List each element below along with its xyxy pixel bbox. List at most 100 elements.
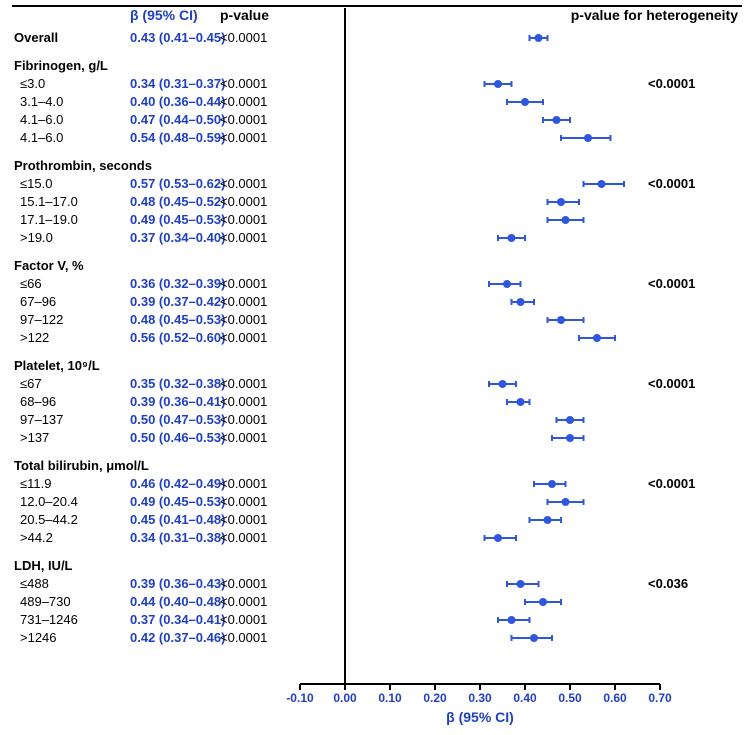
point-marker [584, 134, 592, 142]
row-pvalue: <0.0001 [220, 476, 267, 491]
het-pvalue: <0.0001 [648, 176, 695, 191]
x-tick-label: 0.60 [603, 691, 627, 705]
row-pvalue: <0.0001 [220, 430, 267, 445]
row-pvalue: <0.0001 [220, 512, 267, 527]
header-pvalue: p-value [220, 7, 269, 23]
group-title: Prothrombin, seconds [14, 158, 152, 173]
point-marker [508, 234, 516, 242]
row-pvalue: <0.0001 [220, 130, 267, 145]
row-label: 489–730 [20, 594, 71, 609]
row-pvalue: <0.0001 [220, 494, 267, 509]
x-tick-label: 0.10 [378, 691, 402, 705]
row-pvalue: <0.0001 [220, 194, 267, 209]
row-ci: 0.39 (0.36–0.43) [130, 576, 225, 591]
row-pvalue: <0.0001 [220, 312, 267, 327]
row-pvalue: <0.0001 [220, 276, 267, 291]
row-ci: 0.37 (0.34–0.40) [130, 230, 225, 245]
row-ci: 0.39 (0.37–0.42) [130, 294, 225, 309]
row-ci: 0.56 (0.52–0.60) [130, 330, 225, 345]
point-marker [517, 398, 525, 406]
row-label: ≤66 [20, 276, 42, 291]
point-marker [517, 580, 525, 588]
point-marker [508, 616, 516, 624]
row-ci: 0.44 (0.40–0.48) [130, 594, 225, 609]
row-ci: 0.42 (0.37–0.46) [130, 630, 225, 645]
row-ci: 0.50 (0.47–0.53) [130, 412, 225, 427]
row-ci: 0.54 (0.48–0.59) [130, 130, 225, 145]
point-marker [517, 298, 525, 306]
point-marker [593, 334, 601, 342]
row-ci: 0.45 (0.41–0.48) [130, 512, 225, 527]
row-label: ≤67 [20, 376, 42, 391]
row-pvalue: <0.0001 [220, 230, 267, 245]
header-het: p-value for heterogeneity [571, 7, 738, 23]
group-title: Platelet, 10⁹/L [14, 358, 100, 373]
row-pvalue: <0.0001 [220, 330, 267, 345]
het-pvalue: <0.0001 [648, 76, 695, 91]
point-marker [544, 516, 552, 524]
point-marker [566, 416, 574, 424]
x-tick-label: 0.40 [513, 691, 537, 705]
row-pvalue: <0.0001 [220, 76, 267, 91]
point-marker [521, 98, 529, 106]
point-marker [539, 598, 547, 606]
row-label: 3.1–4.0 [20, 94, 63, 109]
row-ci: 0.34 (0.31–0.37) [130, 76, 225, 91]
point-marker [499, 380, 507, 388]
group-title: Factor V, % [14, 258, 84, 273]
x-tick-label: 0.30 [468, 691, 492, 705]
het-pvalue: <0.0001 [648, 476, 695, 491]
row-ci: 0.48 (0.45–0.52) [130, 194, 225, 209]
het-pvalue: <0.0001 [648, 276, 695, 291]
row-label: >44.2 [20, 530, 53, 545]
x-axis-title: β (95% CI) [446, 709, 514, 725]
row-label: 12.0–20.4 [20, 494, 78, 509]
row-pvalue: <0.0001 [220, 112, 267, 127]
row-ci: 0.36 (0.32–0.39) [130, 276, 225, 291]
x-tick-label: 0.00 [333, 691, 357, 705]
point-marker [566, 434, 574, 442]
row-pvalue: <0.0001 [220, 576, 267, 591]
het-pvalue: <0.0001 [648, 376, 695, 391]
row-pvalue: <0.0001 [220, 176, 267, 191]
row-label: 4.1–6.0 [20, 130, 63, 145]
x-tick-label: 0.20 [423, 691, 447, 705]
point-marker [494, 80, 502, 88]
group-title: Total bilirubin, μmol/L [14, 458, 149, 473]
row-ci: 0.34 (0.31–0.38) [130, 530, 225, 545]
row-pvalue: <0.0001 [220, 530, 267, 545]
row-pvalue: <0.0001 [220, 612, 267, 627]
group-title: LDH, IU/L [14, 558, 73, 573]
row-label: ≤3.0 [20, 76, 45, 91]
row-label: Overall [14, 30, 58, 45]
row-label: ≤11.9 [20, 476, 51, 491]
row-pvalue: <0.0001 [220, 394, 267, 409]
row-pvalue: <0.0001 [220, 412, 267, 427]
point-marker [535, 34, 543, 42]
row-label: 20.5–44.2 [20, 512, 78, 527]
row-ci: 0.48 (0.45–0.53) [130, 312, 225, 327]
row-label: >122 [20, 330, 49, 345]
row-ci: 0.47 (0.44–0.50) [130, 112, 225, 127]
row-label: ≤15.0 [20, 176, 52, 191]
row-label: 68–96 [20, 394, 56, 409]
row-label: 4.1–6.0 [20, 112, 63, 127]
point-marker [598, 180, 606, 188]
row-pvalue: <0.0001 [220, 94, 267, 109]
point-marker [557, 316, 565, 324]
point-marker [562, 216, 570, 224]
point-marker [494, 534, 502, 542]
row-label: >1246 [20, 630, 57, 645]
row-pvalue: <0.0001 [220, 376, 267, 391]
row-ci: 0.46 (0.42–0.49) [130, 476, 225, 491]
x-tick-label: 0.50 [558, 691, 582, 705]
point-marker [557, 198, 565, 206]
forest-plot: β (95% CI) p-value p-value for heterogenei… [0, 0, 752, 735]
row-label: 731–1246 [20, 612, 78, 627]
row-ci: 0.50 (0.46–0.53) [130, 430, 225, 445]
point-marker [553, 116, 561, 124]
point-marker [530, 634, 538, 642]
row-ci: 0.40 (0.36–0.44) [130, 94, 225, 109]
row-pvalue: <0.0001 [220, 594, 267, 609]
x-tick-label: -0.10 [286, 691, 314, 705]
